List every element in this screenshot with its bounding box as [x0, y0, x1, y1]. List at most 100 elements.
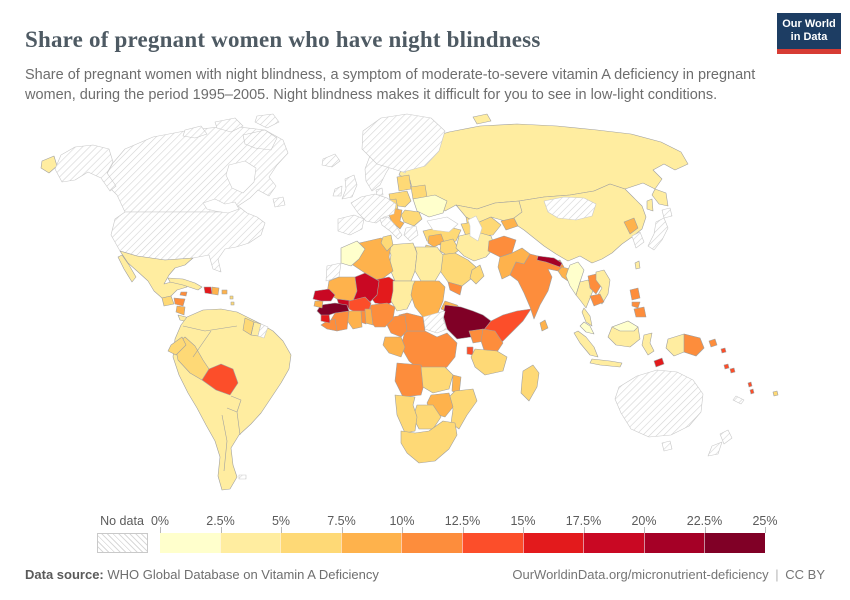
region-guinea-bissau[interactable] — [313, 300, 324, 309]
region-australia[interactable] — [614, 369, 704, 438]
region-alaska[interactable] — [54, 144, 117, 192]
region-puerto-rico[interactable] — [221, 289, 228, 295]
region-png-new-britain[interactable] — [708, 338, 718, 348]
region-nepal[interactable] — [536, 255, 563, 268]
region-taiwan[interactable] — [634, 260, 641, 270]
region-tunisia[interactable] — [380, 234, 394, 252]
region-russia-chukotka-tip[interactable] — [40, 155, 58, 174]
legend-bin-7[interactable] — [583, 533, 644, 553]
region-namibia[interactable] — [394, 394, 418, 434]
region-japan-hokkaido[interactable] — [661, 207, 673, 219]
region-newfoundland[interactable] — [272, 196, 286, 208]
region-honduras[interactable] — [173, 297, 186, 307]
region-iceland[interactable] — [321, 153, 341, 168]
region-baltic-states[interactable] — [396, 174, 412, 192]
region-new-zealand-south[interactable] — [707, 441, 723, 457]
region-malaysia[interactable] — [579, 321, 595, 335]
legend-bin-1[interactable] — [219, 533, 281, 553]
region-vanuatu-1[interactable] — [747, 381, 753, 388]
region-greenland[interactable] — [361, 113, 446, 173]
region-jamaica[interactable] — [179, 291, 188, 297]
region-south-america[interactable] — [172, 308, 292, 491]
region-arctic-island-3[interactable] — [182, 125, 208, 139]
region-ireland[interactable] — [332, 185, 343, 197]
region-western-europe[interactable] — [350, 193, 397, 224]
region-haiti[interactable] — [203, 286, 213, 295]
region-tasmania[interactable] — [661, 440, 673, 452]
region-liberia[interactable] — [320, 318, 338, 332]
region-russia-novaya-zemlya[interactable] — [472, 113, 492, 125]
region-mongolia[interactable] — [543, 196, 597, 221]
region-india[interactable] — [509, 253, 565, 320]
region-thailand-peninsula[interactable] — [581, 307, 593, 327]
region-solomon-islands-1[interactable] — [723, 363, 730, 370]
region-cambodia[interactable] — [589, 293, 605, 307]
owid-logo[interactable]: Our World in Data — [777, 13, 841, 54]
region-baffin-island[interactable] — [242, 129, 278, 151]
legend-bin-8[interactable] — [643, 533, 705, 553]
region-senegal[interactable] — [312, 288, 336, 302]
region-libya[interactable] — [386, 242, 418, 282]
legend-bin-6[interactable] — [522, 533, 584, 553]
region-tanzania[interactable] — [470, 348, 508, 376]
region-dominican-republic[interactable] — [211, 286, 220, 296]
region-russia-sakhalin[interactable] — [646, 198, 654, 212]
region-russia-kamchatka[interactable] — [651, 188, 669, 207]
region-united-kingdom[interactable] — [341, 174, 358, 200]
region-arctic-island-2[interactable] — [254, 113, 280, 129]
region-sudan[interactable] — [410, 280, 446, 318]
region-angola[interactable] — [394, 362, 426, 398]
legend-bin-9[interactable] — [704, 533, 765, 553]
region-yemen[interactable] — [447, 281, 463, 296]
region-guinea[interactable] — [316, 302, 350, 316]
region-falkland-islands[interactable] — [238, 474, 247, 480]
legend-no-data-swatch[interactable] — [97, 533, 148, 553]
region-french-guiana[interactable] — [257, 323, 269, 339]
legend-bin-4[interactable] — [401, 533, 462, 553]
region-ecuador[interactable] — [167, 336, 187, 356]
region-philippines-mindanao[interactable] — [633, 306, 647, 318]
region-russia[interactable] — [398, 123, 689, 212]
region-cuba[interactable] — [167, 277, 203, 291]
region-rwanda-burundi[interactable] — [466, 346, 474, 356]
region-fiji[interactable] — [772, 390, 779, 397]
legend-bin-5[interactable] — [461, 533, 523, 553]
region-greece[interactable] — [403, 225, 419, 242]
region-denmark[interactable] — [375, 187, 384, 196]
region-italy[interactable] — [379, 216, 403, 240]
region-guatemala[interactable] — [161, 295, 175, 307]
region-timor-leste[interactable] — [653, 357, 665, 368]
region-lesser-antilles-2[interactable] — [230, 301, 235, 306]
legend-bin-3[interactable] — [340, 533, 402, 553]
region-syria[interactable] — [427, 233, 445, 248]
region-philippines-luzon[interactable] — [629, 287, 641, 301]
region-vanuatu-2[interactable] — [749, 388, 755, 395]
region-north-korea[interactable] — [623, 217, 639, 235]
region-gabon-congo[interactable] — [382, 336, 406, 358]
region-papua-new-guinea[interactable] — [683, 333, 705, 357]
region-japan[interactable] — [647, 217, 669, 251]
region-oman[interactable] — [469, 264, 485, 285]
region-solomon-islands-2[interactable] — [729, 367, 736, 374]
region-romania[interactable] — [400, 209, 423, 227]
region-new-caledonia[interactable] — [732, 395, 745, 405]
region-south-africa[interactable] — [400, 420, 458, 464]
region-indonesia-java[interactable] — [589, 358, 623, 368]
region-madagascar[interactable] — [520, 364, 540, 402]
region-sri-lanka[interactable] — [539, 319, 549, 332]
region-new-zealand-north[interactable] — [719, 429, 733, 445]
region-indonesia-sumatra[interactable] — [573, 330, 599, 358]
owid-url-link[interactable]: OurWorldinData.org/micronutrient-deficie… — [512, 567, 769, 582]
region-mexico-baja[interactable] — [117, 254, 137, 283]
region-south-sudan[interactable] — [422, 310, 448, 334]
region-philippines-visayas[interactable] — [631, 301, 641, 309]
region-democratic-republic-of-congo[interactable] — [400, 330, 458, 374]
region-indonesia-sulawesi[interactable] — [641, 332, 655, 356]
region-ukraine[interactable] — [412, 194, 448, 218]
region-malaysia-borneo[interactable] — [611, 320, 639, 332]
region-zambia[interactable] — [420, 366, 454, 394]
region-arctic-island-1[interactable] — [214, 117, 244, 133]
region-iberia[interactable] — [337, 214, 365, 236]
legend-bin-2[interactable] — [280, 533, 341, 553]
region-lesser-antilles-1[interactable] — [229, 295, 234, 300]
